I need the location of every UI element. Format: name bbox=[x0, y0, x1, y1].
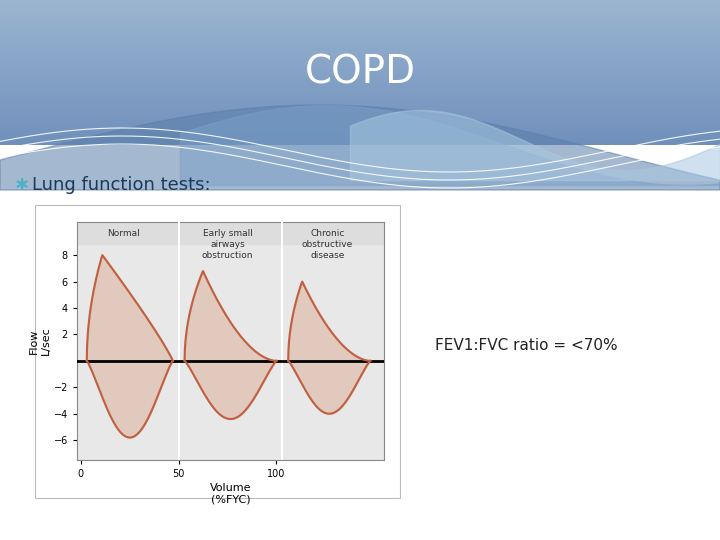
Bar bbox=[0, 15, 720, 18]
Bar bbox=[0, 141, 720, 145]
Bar bbox=[0, 0, 720, 4]
Text: Chronic
obstructive
disease: Chronic obstructive disease bbox=[302, 230, 353, 260]
Text: ∗: ∗ bbox=[14, 176, 30, 194]
Bar bbox=[0, 120, 720, 123]
Bar bbox=[0, 22, 720, 25]
Bar bbox=[0, 94, 720, 98]
Bar bbox=[0, 36, 720, 40]
X-axis label: Volume
(%FYC): Volume (%FYC) bbox=[210, 483, 251, 505]
Bar bbox=[0, 29, 720, 32]
Bar bbox=[0, 69, 720, 72]
Bar bbox=[0, 91, 720, 94]
Bar bbox=[0, 47, 720, 51]
Bar bbox=[0, 40, 720, 44]
Bar bbox=[0, 87, 720, 91]
Y-axis label: Flow
L/sec: Flow L/sec bbox=[30, 327, 51, 355]
Bar bbox=[0, 127, 720, 131]
Bar bbox=[0, 55, 720, 58]
Bar bbox=[0, 123, 720, 127]
Bar bbox=[0, 72, 720, 76]
Text: Early small
airways
obstruction: Early small airways obstruction bbox=[202, 230, 253, 260]
Bar bbox=[0, 102, 720, 105]
Text: FEV1:FVC ratio = <70%: FEV1:FVC ratio = <70% bbox=[435, 338, 618, 353]
Bar bbox=[0, 25, 720, 29]
Bar bbox=[0, 80, 720, 83]
Bar bbox=[0, 131, 720, 134]
Bar bbox=[0, 32, 720, 36]
Bar bbox=[0, 58, 720, 62]
Bar bbox=[0, 98, 720, 102]
Bar bbox=[0, 112, 720, 116]
Bar bbox=[0, 65, 720, 69]
Text: Normal: Normal bbox=[107, 230, 140, 238]
Bar bbox=[0, 105, 720, 109]
Bar bbox=[0, 134, 720, 138]
Bar bbox=[0, 7, 720, 11]
Bar bbox=[0, 4, 720, 7]
Bar bbox=[0, 62, 720, 65]
Bar bbox=[0, 76, 720, 80]
Bar bbox=[0, 109, 720, 112]
Bar bbox=[0, 18, 720, 22]
Text: COPD: COPD bbox=[305, 53, 415, 91]
Bar bbox=[0, 138, 720, 141]
Bar bbox=[0, 116, 720, 120]
Bar bbox=[0, 51, 720, 55]
Text: Lung function tests:: Lung function tests: bbox=[32, 176, 211, 194]
Bar bbox=[0, 11, 720, 15]
Bar bbox=[35, 205, 400, 498]
Bar bbox=[0, 44, 720, 47]
Bar bbox=[0, 83, 720, 87]
